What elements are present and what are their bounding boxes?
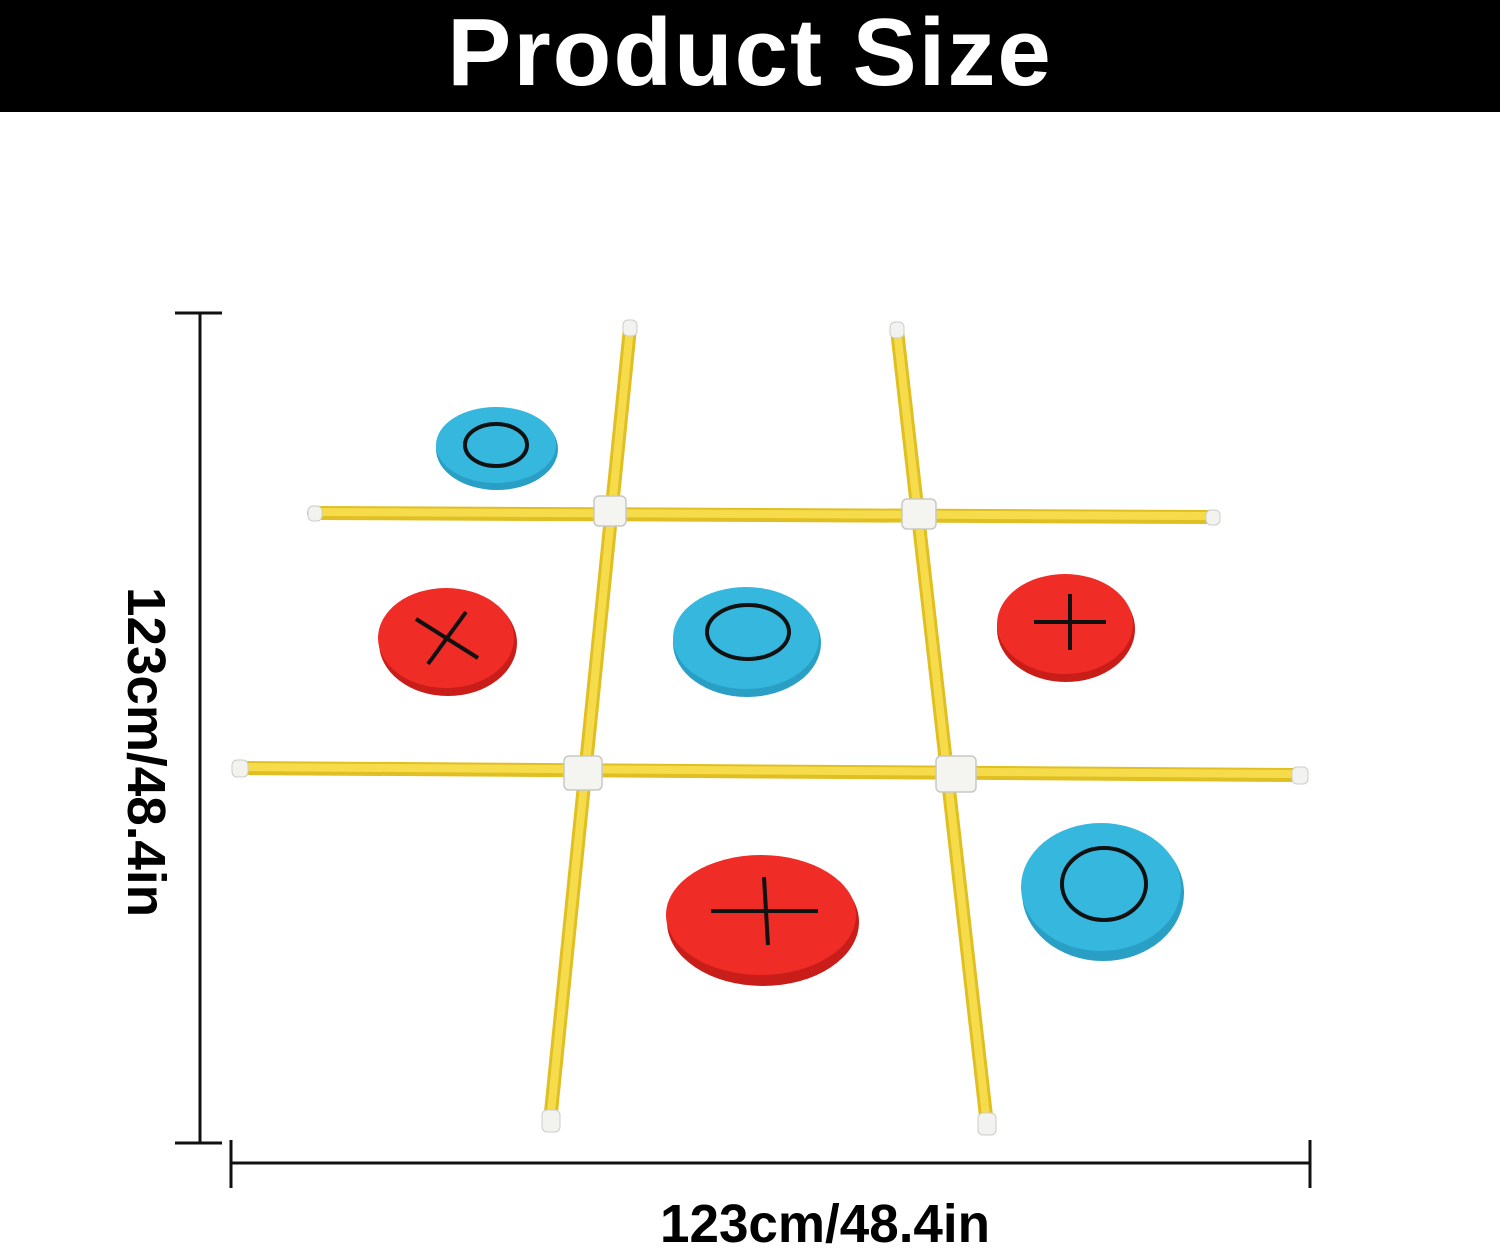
height-dimension-line — [175, 311, 222, 1145]
width-label: 123cm/48.4in — [660, 1194, 990, 1251]
width-dimension-line — [229, 1140, 1312, 1188]
disc-blue-o — [436, 407, 558, 490]
height-label: 123cm/48.4in — [116, 587, 176, 917]
disc-blue-o — [673, 587, 821, 697]
pole-end-caps — [231, 319, 1309, 1136]
disc-red-plus — [997, 574, 1135, 682]
disc-blue-o — [1021, 823, 1184, 961]
pole-connectors — [563, 495, 977, 793]
page-title: Product Size — [447, 0, 1053, 106]
header-bar: Product Size — [0, 0, 1500, 112]
grid-poles — [233, 321, 1305, 1132]
disc-red-x — [378, 588, 517, 696]
disc-red-plus — [666, 855, 859, 986]
